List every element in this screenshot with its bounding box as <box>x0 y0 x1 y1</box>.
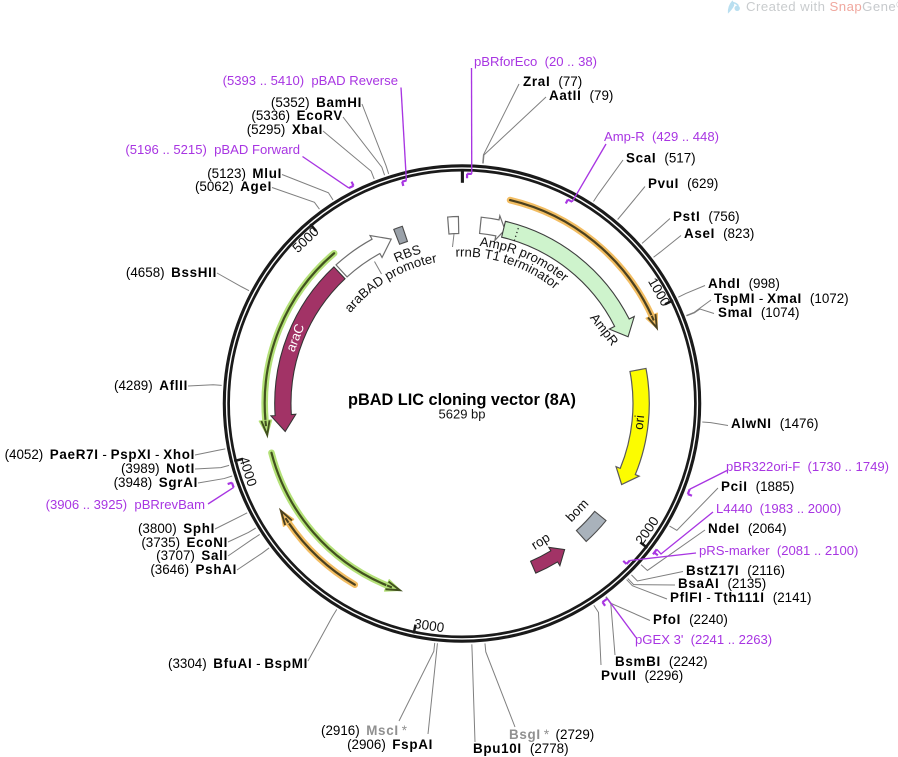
svg-text:(5352)BamHI: (5352) BamHI <box>271 95 362 110</box>
svg-text:AhdI(998): AhdI (998) <box>708 276 780 291</box>
svg-text:pBAD LIC cloning vector (8A): pBAD LIC cloning vector (8A) <box>348 391 576 409</box>
svg-text:(3707)SalI: (3707) SalI <box>156 548 228 563</box>
svg-text:(3304)BfuAI - BspMI: (3304) BfuAI - BspMI <box>168 656 308 671</box>
svg-text:pBR322ori-F (1730 .. 1749): pBR322ori-F (1730 .. 1749) <box>726 459 889 474</box>
svg-text:NdeI(2064): NdeI (2064) <box>708 521 787 536</box>
svg-text:SmaI(1074): SmaI (1074) <box>718 305 800 320</box>
svg-text:(5393 .. 5410) pBAD Reverse: (5393 .. 5410) pBAD Reverse <box>223 73 398 88</box>
svg-text:(3646)PshAI: (3646) PshAI <box>150 562 237 577</box>
svg-text:pGEX 3' (2241 .. 2263): pGEX 3' (2241 .. 2263) <box>635 632 772 647</box>
svg-text:BsgI*(2729): BsgI * (2729) <box>509 727 594 742</box>
svg-text:BstZ17I(2116): BstZ17I (2116) <box>686 563 785 578</box>
svg-text:(5062)AgeI: (5062) AgeI <box>195 179 272 194</box>
svg-text:Amp-R (429 .. 448): Amp-R (429 .. 448) <box>604 129 719 144</box>
svg-text:(4289)AflII: (4289) AflII <box>114 378 188 393</box>
svg-text:Bpu10I(2778): Bpu10I (2778) <box>473 741 569 756</box>
svg-text:(5336)EcoRV: (5336) EcoRV <box>251 108 343 123</box>
svg-text:PflFI - Tth111I(2141): PflFI - Tth111I (2141) <box>670 590 811 605</box>
svg-text:BsaAI(2135): BsaAI (2135) <box>678 576 766 591</box>
svg-text:(4658)BssHII: (4658) BssHII <box>126 265 217 280</box>
svg-text:PvuII(2296): PvuII (2296) <box>601 668 683 683</box>
svg-text:Created with SnapGene®: Created with SnapGene® <box>746 0 898 14</box>
svg-text:(3735)EcoNI: (3735) EcoNI <box>141 535 228 550</box>
svg-text:AlwNI(1476): AlwNI (1476) <box>731 416 818 431</box>
svg-text:PvuI(629): PvuI (629) <box>648 176 718 191</box>
svg-text:AatII(79): AatII (79) <box>549 88 613 103</box>
svg-text:PciI(1885): PciI (1885) <box>721 479 794 494</box>
svg-text:(3800)SphI: (3800) SphI <box>138 521 215 536</box>
svg-text:BsmBI(2242): BsmBI (2242) <box>615 654 708 669</box>
svg-text:PfoI(2240): PfoI (2240) <box>653 612 728 627</box>
svg-text:ori: ori <box>631 414 647 430</box>
svg-text:(5196 .. 5215) pBAD Forward: (5196 .. 5215) pBAD Forward <box>125 142 300 157</box>
svg-text:(3989)NotI: (3989) NotI <box>121 461 195 476</box>
svg-text:5629 bp: 5629 bp <box>439 407 486 422</box>
svg-text:ScaI(517): ScaI (517) <box>626 151 696 166</box>
svg-text:(2916)MscI*: (2916) MscI * <box>321 723 407 738</box>
svg-text:(5295)XbaI: (5295) XbaI <box>247 122 323 137</box>
svg-text:pBRforEco (20 .. 38): pBRforEco (20 .. 38) <box>474 54 597 69</box>
svg-text:AseI(823): AseI (823) <box>684 226 754 241</box>
svg-text:pRS-marker (2081 .. 2100): pRS-marker (2081 .. 2100) <box>699 543 858 558</box>
svg-text:PstI(756): PstI (756) <box>673 209 740 224</box>
svg-text:(3906 .. 3925) pBRrevBam: (3906 .. 3925) pBRrevBam <box>46 497 205 512</box>
svg-text:(5123)MluI: (5123) MluI <box>207 166 282 181</box>
svg-text:(2906)FspAI: (2906) FspAI <box>347 737 433 752</box>
svg-text:L4440 (1983 .. 2000): L4440 (1983 .. 2000) <box>716 501 841 516</box>
svg-text:ZraI(77): ZraI (77) <box>523 74 582 89</box>
svg-text:(4052)PaeR7I - PspXI - XhoI: (4052) PaeR7I - PspXI - XhoI <box>5 447 195 462</box>
svg-text:3000: 3000 <box>413 616 446 635</box>
svg-text:(3948)SgrAI: (3948) SgrAI <box>114 475 198 490</box>
svg-text:TspMI - XmaI(1072): TspMI - XmaI (1072) <box>714 291 849 306</box>
